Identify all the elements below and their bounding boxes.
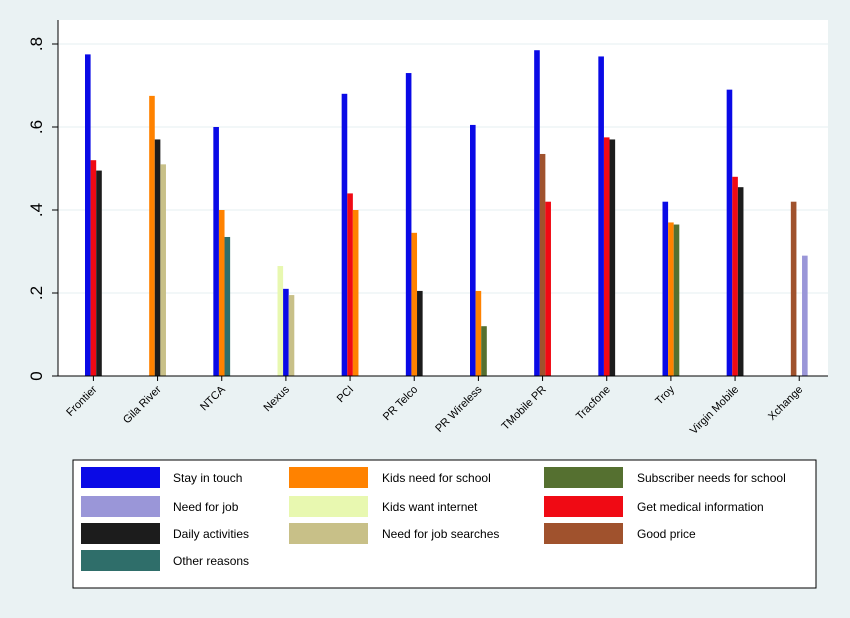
legend-label: Other reasons — [173, 554, 249, 568]
bar-xchange-need-for-job — [802, 255, 808, 376]
x-category-label: Frontier — [64, 383, 100, 419]
x-category-label: PR Wireless — [433, 383, 485, 435]
bar-pr-wireless-subscriber-needs-for-school — [481, 326, 487, 376]
bar-pr-wireless-stay-in-touch — [470, 124, 476, 376]
x-axis-labels: Frontier Gila River NTCA Nexus PCI PR Telco PR… — [64, 376, 805, 437]
legend-swatch — [544, 467, 623, 488]
bar-tracfone-stay-in-touch — [598, 56, 604, 376]
legend-label: Need for job searches — [382, 527, 499, 541]
legend-swatch — [544, 523, 623, 544]
bar-virgin-mobile-stay-in-touch — [726, 89, 733, 377]
x-category-label: Xchange — [766, 384, 805, 423]
bar-tmobile-pr-good-price — [539, 153, 546, 376]
legend-label: Kids need for school — [382, 471, 491, 485]
legend-swatch — [81, 496, 160, 517]
x-category-label: TMobile PR — [500, 384, 549, 433]
y-tick-label: 0 — [27, 371, 46, 380]
y-tick-label: .4 — [27, 203, 46, 217]
bar-ntca-kids-need-for-school — [218, 210, 225, 376]
x-category-label: Troy — [653, 383, 677, 407]
y-tick-label: .8 — [27, 37, 46, 51]
bar-ntca-other-reasons — [224, 236, 231, 376]
bar-troy-subscriber-needs-for-school — [673, 224, 680, 376]
legend-label: Stay in touch — [173, 471, 242, 485]
y-tick-label: .2 — [27, 286, 46, 300]
bar-virgin-mobile-daily-activities — [737, 187, 744, 376]
legend-box — [72, 459, 817, 589]
y-tick-label: .6 — [27, 120, 46, 134]
x-category-label: Nexus — [261, 383, 292, 414]
legend-label: Subscriber needs for school — [637, 471, 786, 485]
bar-pr-telco-kids-need-for-school — [411, 232, 418, 376]
x-category-label: Gila River — [121, 383, 164, 426]
bar-pr-telco-daily-activities — [417, 290, 423, 376]
legend-label: Daily activities — [173, 527, 249, 541]
legend-swatch — [81, 550, 160, 571]
x-category-label: Virgin Mobile — [688, 384, 741, 437]
bar-xchange-good-price — [790, 201, 797, 376]
bar-frontier-daily-activities — [96, 170, 102, 376]
bar-pr-wireless-kids-need-for-school — [475, 290, 482, 376]
bar-nexus-stay-in-touch — [283, 288, 289, 376]
bar-gila-river-kids-need-for-school — [149, 95, 155, 376]
plot-area — [58, 20, 828, 376]
x-category-label: NTCA — [198, 383, 228, 413]
bar-tracfone-daily-activities — [609, 139, 616, 376]
x-category-label: Tracfone — [574, 384, 613, 423]
bar-gila-river-need-for-job-searches — [160, 164, 166, 376]
x-category-label: PCI — [335, 384, 356, 405]
legend: Stay in touch Kids need for school Subscri… — [81, 467, 786, 571]
bar-pr-telco-stay-in-touch — [405, 73, 412, 377]
bar-tmobile-pr-get-medical-information — [545, 201, 551, 376]
bar-pci-kids-need-for-school — [352, 210, 359, 376]
bars-group — [85, 50, 808, 377]
legend-swatch — [289, 496, 368, 517]
legend-label: Good price — [637, 527, 696, 541]
legend-swatch — [289, 467, 368, 488]
legend-swatch — [81, 523, 160, 544]
legend-label: Kids want internet — [382, 500, 478, 514]
gridlines — [58, 43, 828, 294]
bar-gila-river-daily-activities — [154, 139, 161, 376]
legend-label: Need for job — [173, 500, 239, 514]
legend-swatch — [81, 467, 160, 488]
bar-virgin-mobile-get-medical-information — [732, 176, 738, 376]
bar-tmobile-pr-stay-in-touch — [534, 50, 540, 376]
bar-frontier-get-medical-information — [90, 160, 97, 376]
legend-swatch — [289, 523, 368, 544]
bar-ntca-stay-in-touch — [213, 127, 219, 376]
x-category-label: PR Telco — [381, 384, 420, 423]
bar-tracfone-get-medical-information — [603, 137, 610, 376]
bar-troy-stay-in-touch — [662, 201, 669, 376]
bar-troy-kids-need-for-school — [668, 222, 674, 376]
bar-pci-stay-in-touch — [341, 93, 348, 377]
bar-nexus-kids-want-internet — [277, 266, 284, 376]
y-axis-ticks: 0 .2 .4 .6 .8 — [27, 37, 58, 381]
legend-swatch — [544, 496, 623, 517]
bar-nexus-need-for-job-searches — [288, 295, 295, 376]
bar-pci-get-medical-information — [347, 193, 353, 376]
legend-label: Get medical information — [637, 500, 764, 514]
bar-frontier-stay-in-touch — [85, 54, 91, 376]
